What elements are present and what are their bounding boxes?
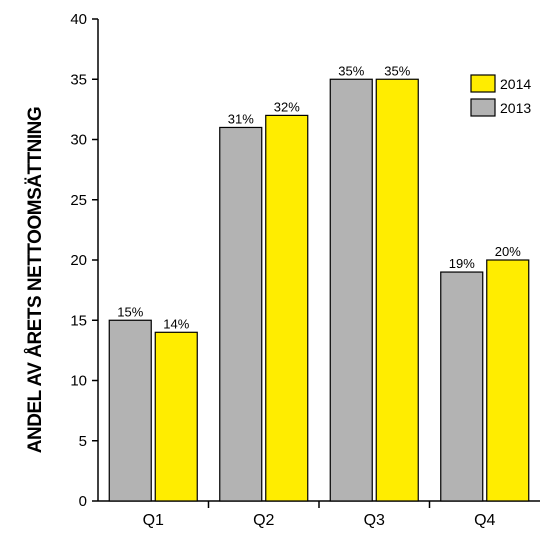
y-tick-label: 20 (70, 252, 87, 269)
y-tick-label: 10 (70, 373, 87, 390)
y-tick-label: 0 (79, 493, 87, 510)
legend: 2014 2013 (470, 74, 531, 117)
legend-label: 2014 (500, 76, 531, 92)
y-axis-label: ANDEL AV ÅRETS NETTOOMSÄTTNING (25, 107, 46, 453)
x-tick-label: Q1 (143, 512, 164, 529)
x-tick-label: Q3 (364, 512, 385, 529)
data-label: 32% (274, 99, 300, 114)
bar-2013-Q4 (440, 271, 484, 502)
data-labels: 15% 31% 35% 19% 14% 32% 35% 20% (117, 63, 521, 331)
bar-2013-Q1 (108, 319, 152, 502)
y-tick-label: 25 (70, 192, 87, 209)
y-tick-label: 5 (79, 433, 87, 450)
data-label: 14% (163, 316, 189, 331)
data-label: 19% (449, 256, 475, 271)
bar-2013-Q3 (329, 78, 373, 502)
y-axis: 0 5 10 15 20 25 30 35 40 (70, 11, 99, 510)
data-label: 15% (117, 304, 143, 319)
bar-2014-Q3 (375, 78, 419, 502)
bar-2013-Q2 (219, 126, 263, 502)
data-label: 35% (338, 63, 364, 78)
bar-2014-Q2 (265, 114, 309, 502)
bars (108, 78, 530, 502)
data-label: 35% (384, 63, 410, 78)
bar-2014-Q1 (154, 331, 198, 502)
y-tick-label: 40 (70, 11, 87, 28)
x-tick-label: Q2 (253, 512, 274, 529)
legend-swatch-2013 (470, 98, 496, 117)
y-tick-label: 35 (70, 71, 87, 88)
y-tick-label: 15 (70, 312, 87, 329)
data-label: 20% (495, 244, 521, 259)
x-axis: Q1 Q2 Q3 Q4 (98, 500, 540, 529)
data-label: 31% (228, 111, 254, 126)
legend-swatch-2014 (470, 74, 496, 93)
x-tick-label: Q4 (474, 512, 495, 529)
legend-label: 2013 (500, 100, 531, 116)
bar-2014-Q4 (486, 259, 530, 502)
y-tick-label: 30 (70, 132, 87, 149)
